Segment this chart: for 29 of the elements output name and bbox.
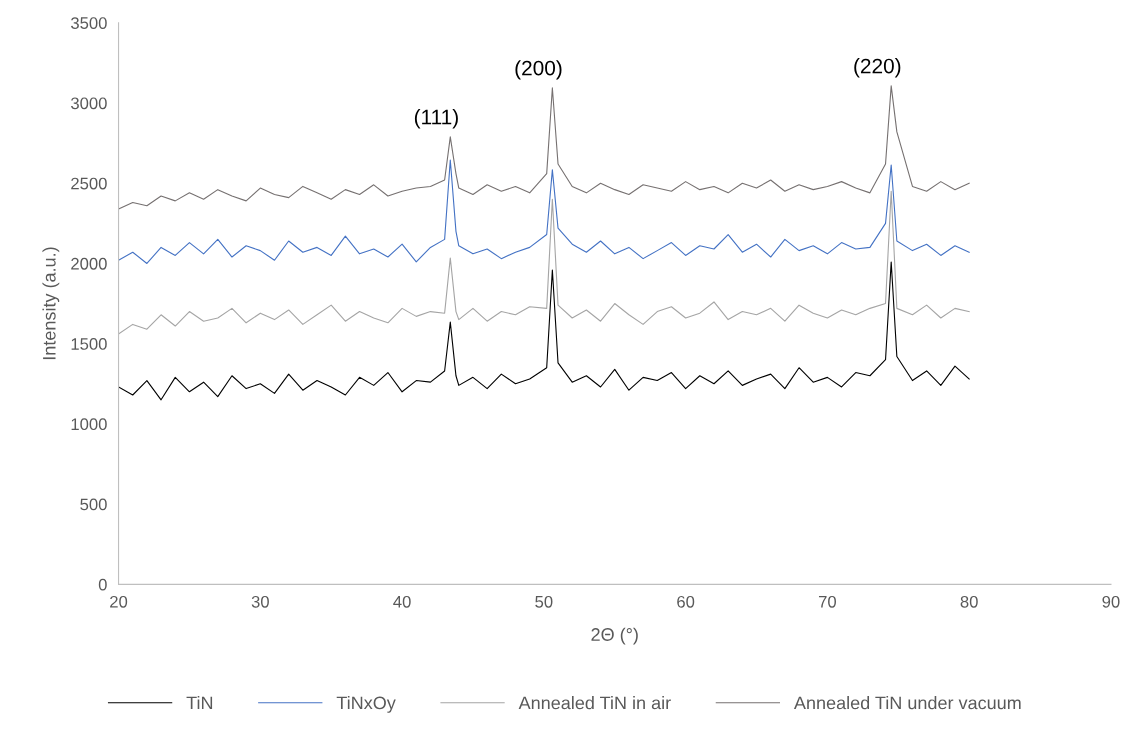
y-tick-label: 3000 bbox=[71, 97, 107, 110]
y-tick-label: 0 bbox=[98, 578, 107, 591]
annotation: (220) bbox=[854, 58, 901, 78]
y-tick-label: 2000 bbox=[71, 257, 107, 270]
y-axis-title: Intensity (a.u.) bbox=[42, 247, 60, 360]
x-tick-label: 60 bbox=[677, 595, 695, 608]
x-tick-label: 90 bbox=[1102, 595, 1120, 608]
line-series bbox=[118, 85, 970, 210]
legend-label: Annealed TiN under vacuum bbox=[793, 696, 1021, 710]
x-tick-label: 20 bbox=[110, 595, 128, 608]
x-tick-label: 50 bbox=[535, 595, 553, 608]
x-tick-label: 30 bbox=[251, 595, 269, 608]
y-tick-label: 1000 bbox=[71, 418, 107, 431]
y-tick-label: 3500 bbox=[71, 17, 107, 29]
x-axis-title: 2Θ (°) bbox=[591, 627, 638, 645]
legend-label: Annealed TiN in air bbox=[518, 696, 671, 710]
x-tick-label: 40 bbox=[393, 595, 411, 608]
x-tick-label: 70 bbox=[818, 595, 837, 608]
y-tick-label: 1500 bbox=[71, 338, 107, 350]
x-tick-label: 80 bbox=[960, 595, 978, 608]
line-series bbox=[118, 261, 970, 401]
y-tick-label: 2500 bbox=[71, 177, 107, 190]
annotation: (200) bbox=[515, 60, 562, 80]
line-series bbox=[118, 159, 970, 264]
y-tick-label: 500 bbox=[80, 498, 107, 511]
line-series bbox=[118, 190, 970, 335]
legend-label: TiNxOy bbox=[336, 696, 396, 713]
legend-label: TiN bbox=[186, 696, 213, 710]
annotation: (111) bbox=[414, 109, 458, 129]
